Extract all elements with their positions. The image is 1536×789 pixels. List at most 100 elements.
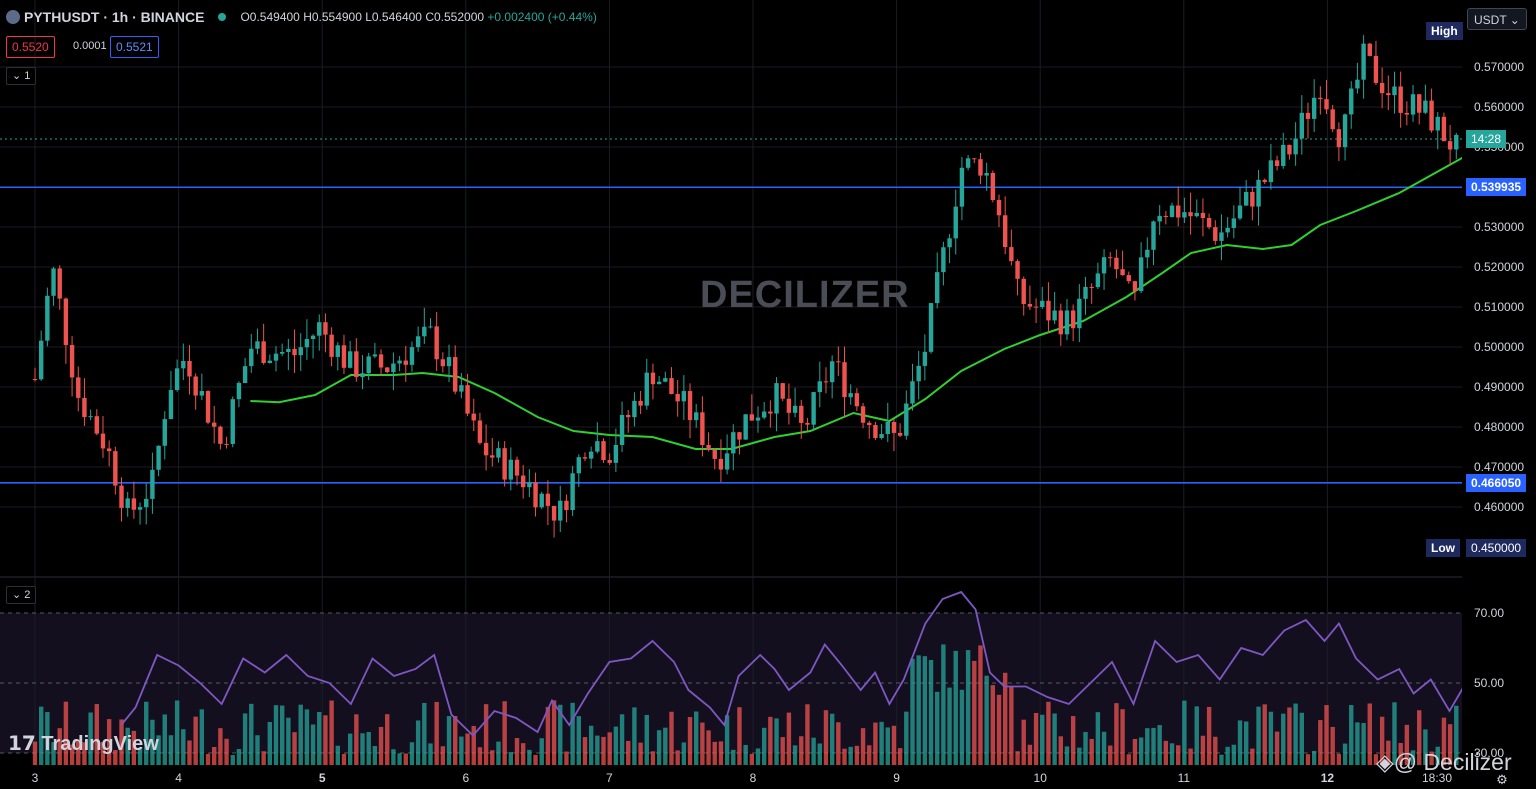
candle xyxy=(360,373,365,378)
volume-bar xyxy=(69,744,75,765)
candle xyxy=(372,354,378,357)
volume-bar xyxy=(1046,701,1051,765)
candle xyxy=(607,460,612,463)
volume-bar xyxy=(249,703,254,765)
main-pane-collapse-button[interactable]: ⌄ 1 xyxy=(6,67,37,85)
time-axis[interactable]: 3 4 5 6 7 8 9 10 11 12 18:30 ⚙ xyxy=(0,766,1536,789)
time-tick-label: 4 xyxy=(175,771,182,785)
volume-bar xyxy=(298,704,303,765)
volume-bar xyxy=(904,711,909,765)
candle xyxy=(941,247,946,273)
candle xyxy=(1138,257,1144,292)
candle xyxy=(1410,94,1416,115)
candle xyxy=(409,347,415,365)
volume-bar xyxy=(551,700,557,765)
volume-bar xyxy=(236,749,242,765)
volume-bar xyxy=(502,701,507,765)
candle xyxy=(1101,257,1107,274)
volume-bar xyxy=(1330,726,1335,765)
candle xyxy=(860,406,866,423)
volume-bar xyxy=(564,751,569,765)
candle xyxy=(1256,179,1261,207)
time-tick-label: 10 xyxy=(1034,771,1048,785)
candle xyxy=(187,360,192,377)
volume-bar xyxy=(1324,705,1329,765)
volume-bar xyxy=(174,700,180,765)
price-tick-label: 0.480000 xyxy=(1474,420,1524,434)
candle xyxy=(32,379,38,380)
volume-bar xyxy=(471,726,476,765)
volume-bar xyxy=(885,727,890,765)
volume-bar xyxy=(422,702,427,765)
candle xyxy=(1324,99,1329,110)
candle xyxy=(867,422,872,426)
candle xyxy=(1033,306,1039,308)
candle xyxy=(626,415,631,418)
volume-bar xyxy=(267,721,273,765)
volume-bar xyxy=(959,689,965,765)
volume-bar xyxy=(990,685,996,765)
volume-bar xyxy=(669,711,674,765)
volume-bar xyxy=(700,722,705,765)
candle xyxy=(873,425,878,438)
volume-bar xyxy=(63,701,69,765)
volume-bar xyxy=(1108,745,1113,765)
volume-bar xyxy=(1379,716,1385,765)
volume-bar xyxy=(391,749,396,765)
sell-button[interactable]: 0.5520 xyxy=(6,36,55,58)
volume-bar xyxy=(150,719,155,765)
volume-bar xyxy=(1410,750,1416,765)
volume-bar xyxy=(131,730,137,765)
candle xyxy=(205,391,211,423)
candle xyxy=(694,412,699,421)
symbol-title[interactable]: PYTHUSDT · 1h · BINANCE xyxy=(24,9,205,25)
candle xyxy=(663,378,668,382)
candle xyxy=(885,421,890,435)
candles-layer xyxy=(32,35,1459,538)
volume-bar xyxy=(817,743,822,765)
candle xyxy=(354,351,359,378)
candle xyxy=(100,433,106,449)
volume-bar xyxy=(230,754,235,765)
candle xyxy=(811,392,816,425)
volume-bar xyxy=(156,735,161,765)
candle xyxy=(1002,215,1008,248)
volume-bar xyxy=(273,705,279,765)
volume-bar xyxy=(558,704,563,765)
volume-bar xyxy=(626,740,631,765)
volume-bar xyxy=(1454,705,1459,765)
volume-bar xyxy=(1373,754,1379,765)
candle xyxy=(910,381,915,404)
candle xyxy=(558,500,563,521)
candle xyxy=(1386,93,1391,96)
candle xyxy=(749,414,755,421)
candle xyxy=(588,451,594,459)
price-axis[interactable]: 0.5700000.5600000.5500000.5300000.520000… xyxy=(1462,0,1536,789)
lower-level-tag[interactable]: 0.466050 xyxy=(1466,474,1527,492)
candle xyxy=(1274,160,1280,166)
volume-bar xyxy=(459,736,464,765)
currency-select[interactable]: USDT ⌄ xyxy=(1467,8,1527,30)
candle xyxy=(490,455,495,458)
price-tick-label: 0.530000 xyxy=(1474,220,1524,234)
volume-bar xyxy=(187,740,192,765)
volume-bar xyxy=(453,716,458,765)
candle xyxy=(1132,281,1138,292)
rsi-pane-collapse-button[interactable]: ⌄ 2 xyxy=(6,586,37,604)
settings-gear-icon[interactable]: ⚙ xyxy=(1496,773,1508,788)
volume-bar xyxy=(1237,720,1243,765)
volume-bar xyxy=(1058,736,1063,765)
candle xyxy=(1182,212,1187,218)
price-tick-label: 0.470000 xyxy=(1474,460,1524,474)
buy-button[interactable]: 0.5521 xyxy=(110,36,159,58)
candle xyxy=(397,360,402,364)
volume-bar xyxy=(780,737,785,765)
candle xyxy=(119,485,124,508)
candle xyxy=(1070,310,1076,329)
chevron-down-icon: ⌄ xyxy=(1509,13,1520,27)
upper-level-tag[interactable]: 0.539935 xyxy=(1466,178,1527,196)
volume-bar xyxy=(1281,713,1286,765)
candle xyxy=(786,398,792,413)
candle xyxy=(891,421,897,433)
